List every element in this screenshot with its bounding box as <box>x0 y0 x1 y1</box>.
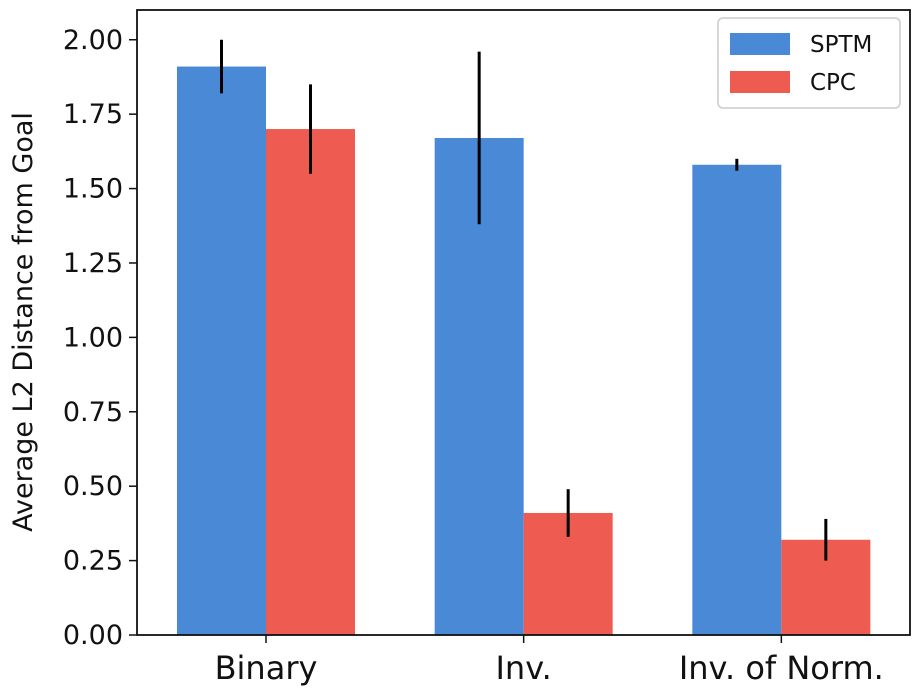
y-tick-label: 0.25 <box>63 546 123 577</box>
y-tick-label: 0.00 <box>63 620 123 651</box>
legend-swatch-sptm <box>730 33 790 55</box>
legend-label-sptm: SPTM <box>810 32 872 58</box>
y-tick-label: 1.00 <box>63 322 123 353</box>
plot-frame <box>136 9 911 636</box>
legend-swatch-cpc <box>730 71 790 93</box>
y-tick-label: 1.25 <box>63 248 123 279</box>
legend-label-cpc: CPC <box>810 70 856 96</box>
bar-cpc-1 <box>266 129 355 636</box>
bar-sptm-1 <box>177 66 266 636</box>
y-axis-title: Average L2 Distance from Goal <box>8 112 39 532</box>
y-tick-label: 0.50 <box>63 471 123 502</box>
x-tick-label: Binary <box>215 649 318 687</box>
y-tick-label: 0.75 <box>63 397 123 428</box>
y-tick-label: 2.00 <box>63 25 123 56</box>
bar-sptm-3 <box>692 164 782 635</box>
y-tick-label: 1.75 <box>63 99 123 130</box>
error-bars-group <box>220 39 828 561</box>
legend: SPTM CPC <box>717 17 901 109</box>
x-tick-label: Inv. <box>495 649 551 687</box>
legend-frame <box>717 17 901 109</box>
y-tick-label: 1.50 <box>63 174 123 205</box>
x-tick-label: Inv. of Norm. <box>679 649 884 687</box>
axes-group: Binary Inv. Inv. of Norm. 0.00 0.25 0.50 0.75 1… <box>63 9 911 687</box>
